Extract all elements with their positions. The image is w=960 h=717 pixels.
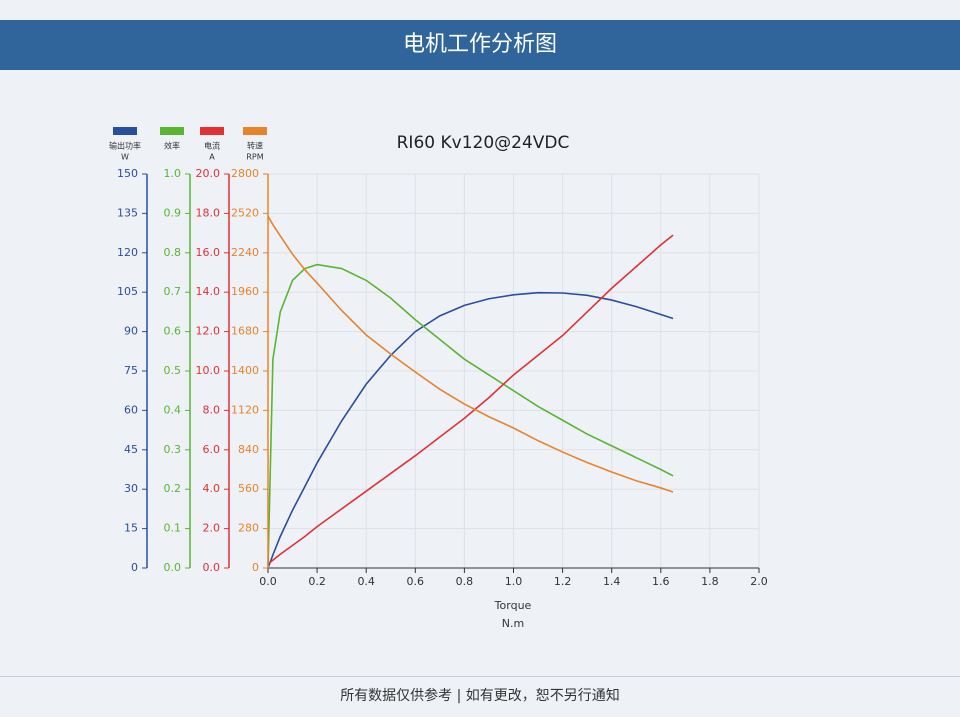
y-tick-label: 14.0 <box>196 285 221 298</box>
y-tick-label: 1120 <box>231 403 259 416</box>
x-tick-label: 1.2 <box>554 575 572 588</box>
y-tick-label: 0.7 <box>164 285 182 298</box>
y-tick-label: 105 <box>117 285 138 298</box>
y-tick-label: 75 <box>124 364 138 377</box>
legend-label: 转速 <box>247 141 263 151</box>
y-tick-label: 2520 <box>231 206 259 219</box>
y-tick-label: 280 <box>238 522 259 535</box>
y-tick-label: 8.0 <box>203 403 221 416</box>
legend-label: 输出功率 <box>109 141 141 151</box>
series-line <box>267 234 674 565</box>
x-axis-label: Torque <box>494 599 532 612</box>
x-tick-label: 1.4 <box>603 575 621 588</box>
x-tick-label: 1.6 <box>652 575 670 588</box>
x-tick-label: 2.0 <box>750 575 768 588</box>
x-tick-label: 0.4 <box>357 575 375 588</box>
x-tick-label: 1.0 <box>505 575 523 588</box>
y-tick-label: 4.0 <box>203 482 221 495</box>
legend-label: 效率 <box>164 141 180 151</box>
y-tick-label: 15 <box>124 522 138 535</box>
legend-unit: RPM <box>246 153 263 162</box>
y-tick-label: 18.0 <box>196 206 221 219</box>
y-tick-label: 840 <box>238 443 259 456</box>
y-tick-label: 0.5 <box>164 364 182 377</box>
y-tick-label: 0.0 <box>164 561 182 574</box>
legend-label: 电流 <box>204 141 220 151</box>
y-tick-label: 560 <box>238 482 259 495</box>
legend-swatch <box>243 127 267 135</box>
y-tick-label: 2800 <box>231 167 259 180</box>
y-tick-label: 0.0 <box>203 561 221 574</box>
x-tick-label: 0.8 <box>456 575 474 588</box>
y-tick-label: 2240 <box>231 246 259 259</box>
y-tick-label: 6.0 <box>203 443 221 456</box>
legend-unit: A <box>209 153 215 162</box>
y-tick-label: 1.0 <box>164 167 182 180</box>
chart: RI60 Kv120@24VDC Torque N.m 0.0 0.2 0.4 0.6… <box>109 127 768 630</box>
x-tick-label: 0.0 <box>259 575 277 588</box>
x-tick-label: 0.2 <box>308 575 326 588</box>
y-tick-label: 45 <box>124 443 138 456</box>
y-tick-label: 0.2 <box>164 482 182 495</box>
x-axis-unit: N.m <box>502 617 524 630</box>
legend-swatch <box>160 127 184 135</box>
legend-swatch <box>113 127 137 135</box>
y-tick-label: 1680 <box>231 325 259 338</box>
y-tick-label: 0.8 <box>164 246 182 259</box>
y-tick-label: 0.4 <box>164 403 182 416</box>
series-line <box>267 215 674 493</box>
y-tick-label: 150 <box>117 167 138 180</box>
y-tick-label: 135 <box>117 206 138 219</box>
y-tick-label: 0.3 <box>164 443 182 456</box>
y-tick-label: 0.9 <box>164 206 182 219</box>
x-tick-label: 0.6 <box>407 575 425 588</box>
y-tick-label: 12.0 <box>196 325 221 338</box>
x-tick-label: 1.8 <box>701 575 719 588</box>
series-line <box>267 291 674 569</box>
legend-unit: W <box>121 153 129 162</box>
y-tick-label: 2.0 <box>203 522 221 535</box>
y-tick-label: 60 <box>124 403 138 416</box>
legend-swatch <box>200 127 224 135</box>
y-tick-label: 0 <box>252 561 259 574</box>
y-tick-label: 0.6 <box>164 325 182 338</box>
y-tick-label: 1960 <box>231 285 259 298</box>
y-tick-label: 120 <box>117 246 138 259</box>
y-tick-label: 10.0 <box>196 364 221 377</box>
y-tick-label: 16.0 <box>196 246 221 259</box>
y-tick-label: 90 <box>124 325 138 338</box>
y-tick-label: 20.0 <box>196 167 221 180</box>
y-tick-label: 1400 <box>231 364 259 377</box>
series-line <box>267 263 674 569</box>
chart-title: RI60 Kv120@24VDC <box>397 133 570 153</box>
y-tick-label: 0.1 <box>164 522 182 535</box>
y-tick-label: 0 <box>131 561 138 574</box>
footer-text: 所有数据仅供参考 | 如有更改，恕不另行通知 <box>0 676 960 717</box>
header-title: 电机工作分析图 <box>0 20 960 70</box>
y-tick-label: 30 <box>124 482 138 495</box>
